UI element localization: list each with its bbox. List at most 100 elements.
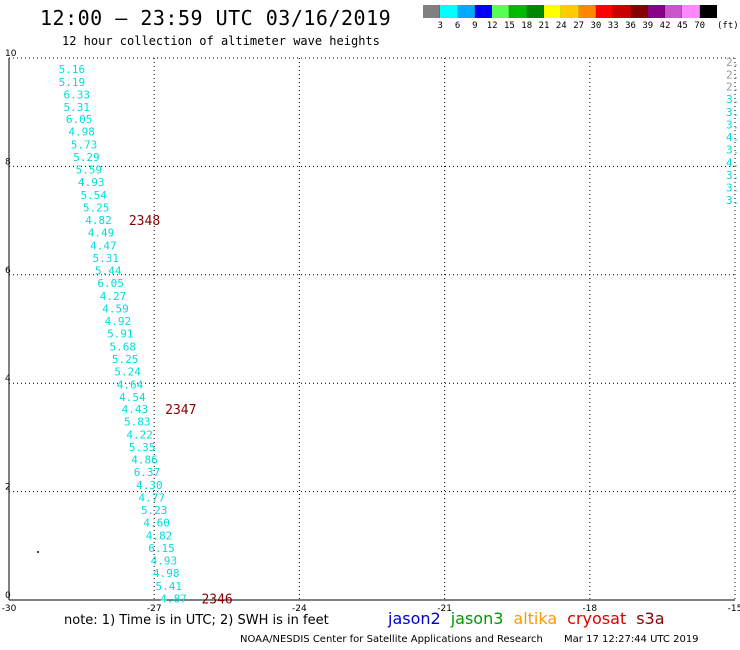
color-scale-label: 18 [521, 21, 533, 31]
y-tick-label: 4 [5, 374, 11, 384]
color-swatch [423, 5, 441, 18]
time-label: 2347 [165, 403, 196, 418]
color-swatch [595, 5, 614, 18]
color-scale-label: 33 [607, 21, 619, 31]
edge-value-label: 3. [726, 119, 739, 132]
wave-height-label: 4.43 [122, 403, 149, 416]
color-scale-labels: 3 6 9 12 15 18 21 24 27 30 33 36 39 42 45 70 [423, 21, 708, 31]
satellite-legend: jason2 jason3 altika cryosat s3a [388, 609, 675, 628]
note-text: note: 1) Time is in UTC; 2) SWH is in fe… [64, 613, 329, 628]
color-scale-label: 45 [676, 21, 688, 31]
wave-height-label: 4.92 [105, 315, 132, 328]
wave-height-label: 6.33 [64, 88, 91, 101]
wave-height-label: 5.29 [73, 151, 100, 164]
edge-value-label: 3. [726, 169, 739, 182]
edge-value-label: 3. [726, 106, 739, 119]
color-swatch [544, 5, 562, 18]
y-tick-label: 10 [5, 49, 17, 59]
wave-height-label: 5.31 [64, 101, 91, 114]
time-labels: 2348 2347 2346 [129, 214, 233, 607]
footer: NOAA/NESDIS Center for Satellite Applica… [240, 634, 717, 645]
y-tick-label: 8 [5, 157, 11, 167]
color-scale-label: 15 [504, 21, 515, 31]
wave-height-label: 5.16 [59, 63, 86, 76]
wave-height-label: 4.47 [90, 240, 117, 253]
color-scale-label: 42 [659, 21, 671, 31]
y-tick-label: 0 [5, 591, 11, 601]
wave-height-label: 4.77 [139, 492, 166, 505]
color-swatch [578, 5, 596, 18]
color-swatch [440, 5, 458, 18]
y-tick-label: 2 [5, 483, 11, 493]
color-swatch [613, 5, 631, 18]
wave-height-label: 4.59 [102, 302, 129, 315]
edge-values: 2.02.12.63.3.3.4.3.4.3.3.3. [726, 56, 740, 207]
wave-height-label: 5.24 [114, 365, 141, 378]
color-swatch [699, 5, 718, 18]
wave-height-label: 4.82 [85, 214, 112, 227]
color-scale-bar [423, 5, 718, 18]
wave-height-label: 4.93 [78, 176, 105, 189]
wave-height-label: 6.37 [134, 466, 161, 479]
axis-tick-labels: -30 -27 -24 -21 -18 -15 0 2 4 6 8 10 [2, 49, 740, 614]
wave-height-label: 4.60 [143, 516, 170, 529]
scale-spacer [423, 21, 432, 31]
wave-height-label: 4.93 [151, 554, 178, 567]
x-tick-label: -27 [147, 604, 162, 614]
color-scale-label: 12 [486, 21, 498, 31]
color-scale-unit: (ft) [717, 21, 739, 31]
color-swatch [474, 5, 493, 18]
color-swatch [457, 5, 475, 18]
wave-height-label: 6.05 [97, 277, 124, 290]
x-tick-label: -30 [2, 604, 17, 614]
wave-height-label: 6.15 [148, 542, 175, 555]
x-tick-label: -21 [437, 604, 452, 614]
wave-height-label: 5.54 [80, 189, 107, 202]
wave-height-label: 4.98 [68, 126, 95, 139]
color-scale-label: 3 [437, 21, 443, 31]
wave-height-label: 4.27 [100, 290, 127, 303]
wave-height-label: 4.49 [88, 227, 115, 240]
color-swatch [665, 5, 683, 18]
wave-height-labels: 5.165.196.335.316.054.985.735.295.594.93… [59, 63, 187, 606]
wave-height-label: 5.83 [124, 416, 151, 429]
x-tick-label: -24 [292, 604, 307, 614]
wave-height-label: 5.68 [109, 340, 136, 353]
color-scale-label: 9 [472, 21, 478, 31]
color-scale-label: 27 [573, 21, 585, 31]
color-scale-label: 39 [642, 21, 654, 31]
wave-height-label: 5.44 [95, 264, 122, 277]
wave-height-label: 5.25 [83, 202, 110, 215]
color-scale-label: 6 [454, 21, 461, 31]
edge-value-label: 4. [726, 157, 739, 170]
edge-value-label: 3. [726, 144, 739, 157]
color-scale-label: 30 [590, 21, 602, 31]
time-label: 2346 [201, 592, 232, 607]
wave-height-label: 4.30 [136, 479, 163, 492]
wave-height-label: 4.87 [160, 592, 187, 605]
plot-grid [8, 57, 736, 601]
color-swatch [561, 5, 579, 18]
color-scale-label: 21 [538, 21, 550, 31]
legend-item-jason2: jason2 [388, 609, 441, 628]
edge-value-label: 2.6 [726, 81, 740, 94]
color-swatch [526, 5, 545, 18]
color-swatch [509, 5, 527, 18]
wave-height-label: 4.54 [119, 391, 146, 404]
x-tick-label: -18 [582, 604, 597, 614]
wave-height-label: 5.41 [155, 580, 182, 593]
edge-value-label: 3. [726, 194, 739, 207]
chart-title: 12:00 – 23:59 UTC 03/16/2019 [40, 6, 392, 30]
color-swatch [682, 5, 700, 18]
wave-height-label: 4.82 [146, 530, 173, 543]
wave-height-label: 5.73 [71, 139, 98, 152]
footer-credit: NOAA/NESDIS Center for Satellite Applica… [240, 634, 543, 645]
x-tick-label: -15 [728, 604, 740, 614]
wave-height-label: 4.22 [126, 429, 153, 442]
wave-height-label: 5.31 [93, 252, 120, 265]
color-scale-label: 70 [694, 21, 706, 31]
legend-item-cryosat: cryosat [567, 609, 627, 628]
chart-subtitle: 12 hour collection of altimeter wave hei… [62, 34, 380, 48]
edge-value-label: 4. [726, 131, 739, 144]
edge-value-label: 2.1 [726, 68, 740, 81]
